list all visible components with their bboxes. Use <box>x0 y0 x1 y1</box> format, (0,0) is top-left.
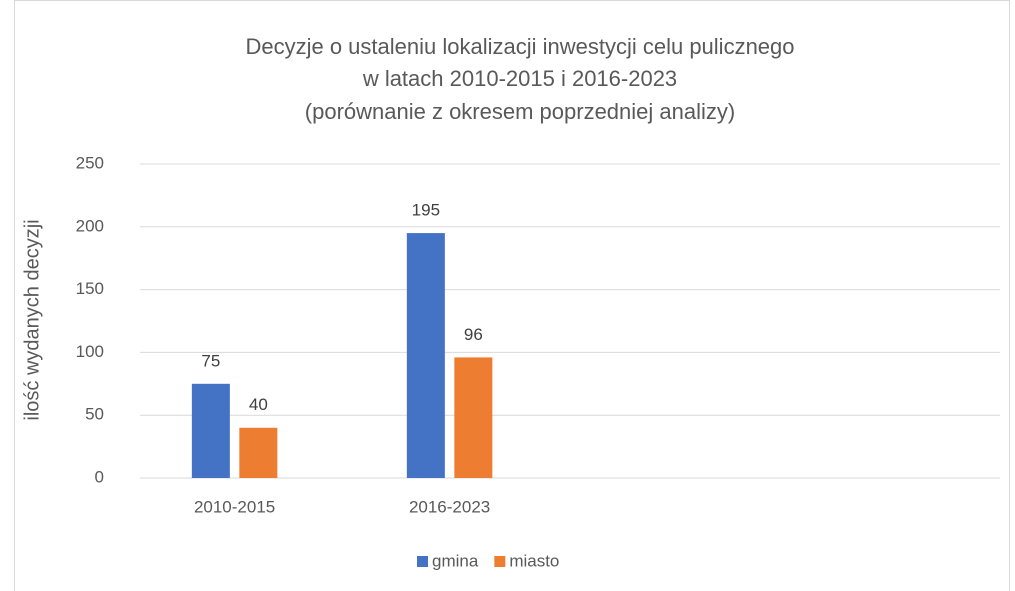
y-axis-label: ilość wydanych decyzji <box>21 219 43 420</box>
chart-title: w latach 2010-2015 i 2016-2023 <box>362 66 677 91</box>
y-tick-label: 100 <box>76 342 104 361</box>
legend-swatch <box>494 556 506 567</box>
legend-swatch <box>417 556 428 567</box>
y-tick-label: 150 <box>76 279 104 298</box>
data-label: 195 <box>412 201 440 220</box>
legend-label: miasto <box>509 551 559 570</box>
chart-title: Decyzje o ustaleniu lokalizacji inwestyc… <box>245 34 794 59</box>
data-label: 75 <box>201 351 220 370</box>
data-label: 96 <box>464 325 483 344</box>
y-tick-label: 200 <box>76 216 104 235</box>
bar <box>191 383 230 478</box>
legend-label: gmina <box>432 551 479 570</box>
x-tick-label: 2016-2023 <box>409 497 490 516</box>
x-tick-label: 2010-2015 <box>194 497 275 516</box>
data-label: 40 <box>249 395 268 414</box>
bar <box>406 233 445 478</box>
bar <box>454 357 493 478</box>
y-tick-label: 0 <box>95 467 104 486</box>
chart-frame <box>14 0 1010 591</box>
y-tick-label: 50 <box>85 405 104 424</box>
chart-title: (porównanie z okresem poprzedniej analiz… <box>305 99 735 124</box>
y-tick-label: 250 <box>76 153 104 172</box>
bar <box>239 427 278 478</box>
